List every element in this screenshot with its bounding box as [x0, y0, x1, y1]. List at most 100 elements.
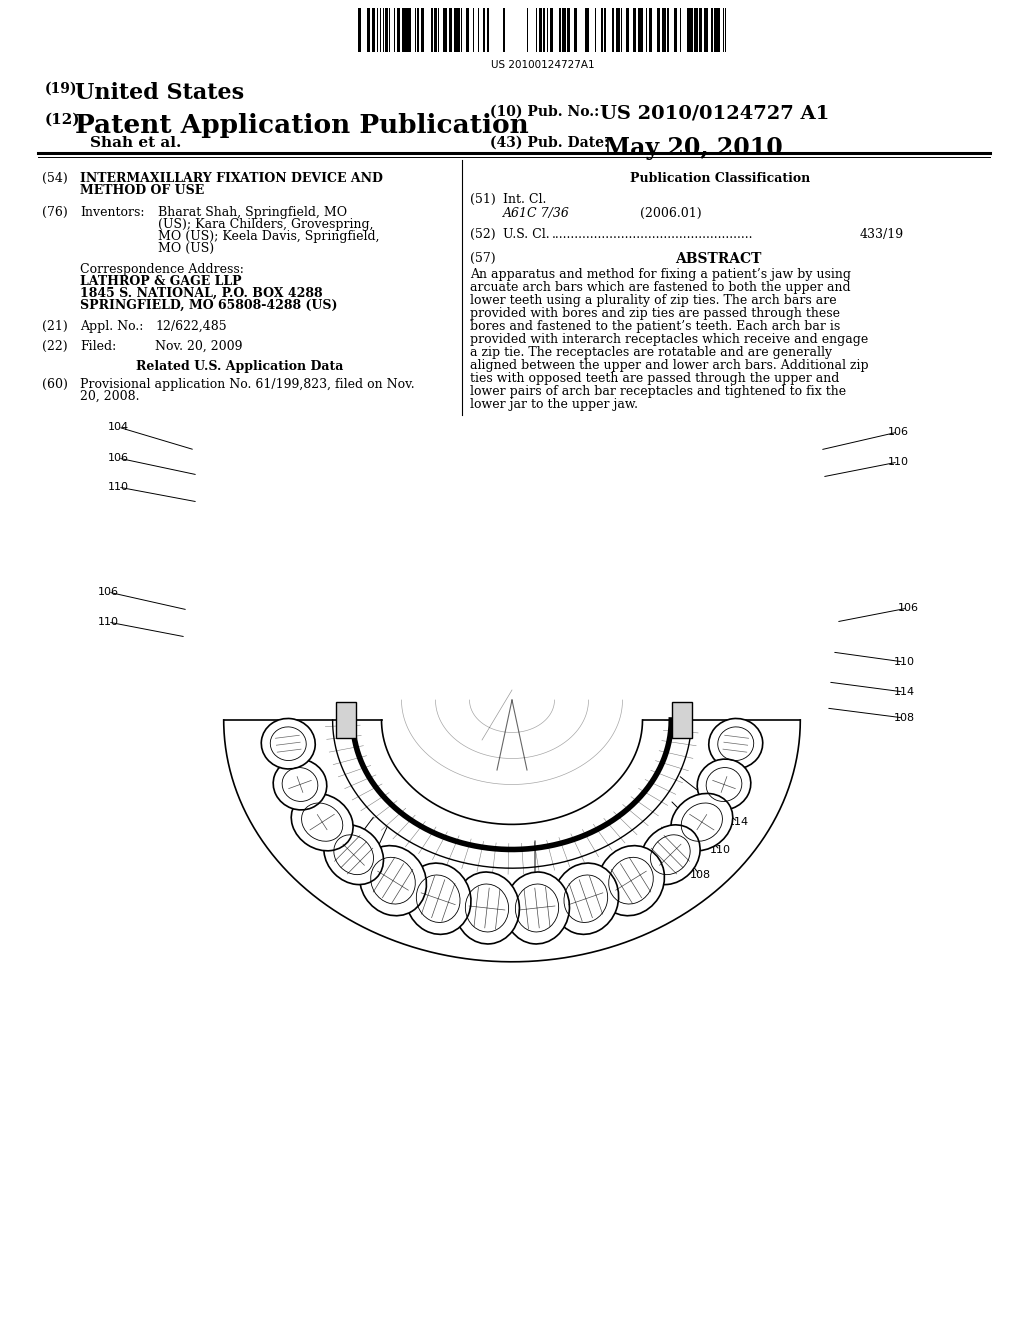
Ellipse shape	[273, 759, 327, 810]
Bar	[585, 8, 588, 51]
Text: (54): (54)	[42, 172, 68, 185]
Text: Inventors:: Inventors:	[80, 206, 144, 219]
Text: lower teeth using a plurality of zip ties. The arch bars are: lower teeth using a plurality of zip tie…	[470, 294, 837, 308]
Text: 104: 104	[108, 422, 129, 432]
Text: United States: United States	[75, 82, 244, 104]
Bar	[358, 8, 361, 51]
Ellipse shape	[553, 863, 618, 935]
Text: (12): (12)	[45, 114, 81, 127]
Bar	[567, 8, 570, 51]
Text: SPRINGFIELD, MO 65808-4288 (US): SPRINGFIELD, MO 65808-4288 (US)	[80, 300, 338, 312]
Text: Nov. 20, 2009: Nov. 20, 2009	[155, 341, 243, 352]
Text: bores and fastened to the patient’s teeth. Each arch bar is: bores and fastened to the patient’s teet…	[470, 319, 841, 333]
Bar	[626, 8, 629, 51]
Text: 106: 106	[108, 453, 128, 463]
Bar	[449, 8, 452, 51]
Text: (52): (52)	[470, 228, 496, 242]
Text: 108: 108	[354, 870, 376, 880]
Text: 106: 106	[97, 587, 119, 597]
Bar	[604, 8, 606, 51]
Ellipse shape	[671, 793, 733, 851]
Text: ....................................................: ........................................…	[552, 228, 754, 242]
Text: 122: 122	[524, 875, 546, 884]
Ellipse shape	[598, 846, 665, 916]
Ellipse shape	[697, 759, 751, 810]
Text: a zip tie. The receptacles are rotatable and are generally: a zip tie. The receptacles are rotatable…	[470, 346, 833, 359]
Bar	[694, 8, 697, 51]
Text: 110: 110	[894, 657, 914, 667]
Text: 114: 114	[893, 686, 914, 697]
Bar	[421, 8, 424, 51]
Text: Bharat Shah, Springfield, MO: Bharat Shah, Springfield, MO	[158, 206, 347, 219]
Bar	[466, 8, 469, 51]
Ellipse shape	[359, 846, 426, 916]
Text: (57): (57)	[470, 252, 496, 265]
Text: Appl. No.:: Appl. No.:	[80, 319, 143, 333]
Text: lower jar to the upper jaw.: lower jar to the upper jaw.	[470, 399, 638, 411]
Ellipse shape	[291, 793, 353, 851]
Text: Provisional application No. 61/199,823, filed on Nov.: Provisional application No. 61/199,823, …	[80, 378, 415, 391]
Text: US 2010/0124727 A1: US 2010/0124727 A1	[600, 106, 829, 123]
Text: INTERMAXILLARY FIXATION DEVICE AND: INTERMAXILLARY FIXATION DEVICE AND	[80, 172, 383, 185]
Text: 12/622,485: 12/622,485	[155, 319, 226, 333]
Bar	[711, 8, 713, 51]
Bar	[667, 8, 669, 51]
Text: U.S. Cl.: U.S. Cl.	[503, 228, 550, 242]
Ellipse shape	[261, 718, 315, 770]
Bar	[487, 8, 489, 51]
Bar	[407, 8, 409, 51]
Text: US 20100124727A1: US 20100124727A1	[492, 59, 595, 70]
Bar	[640, 8, 643, 51]
Text: (22): (22)	[42, 341, 68, 352]
Bar	[673, 702, 692, 738]
Text: Publication Classification: Publication Classification	[630, 172, 810, 185]
Ellipse shape	[709, 718, 763, 770]
Bar	[443, 8, 446, 51]
Bar	[674, 8, 677, 51]
Bar	[397, 8, 399, 51]
Bar	[633, 8, 636, 51]
Bar	[657, 8, 660, 51]
Bar	[454, 8, 457, 51]
Bar	[574, 8, 577, 51]
Text: 20, 2008.: 20, 2008.	[80, 389, 139, 403]
Ellipse shape	[455, 873, 519, 944]
Text: METHOD OF USE: METHOD OF USE	[80, 183, 204, 197]
Text: ABSTRACT: ABSTRACT	[675, 252, 761, 267]
Text: arcuate arch bars which are fastened to both the upper and: arcuate arch bars which are fastened to …	[470, 281, 851, 294]
Text: A61C 7/36: A61C 7/36	[503, 207, 570, 220]
Bar	[457, 8, 460, 51]
Bar	[601, 8, 603, 51]
Bar	[402, 8, 404, 51]
Text: 114: 114	[727, 817, 749, 828]
Text: Shah et al.: Shah et al.	[90, 136, 181, 150]
Text: provided with interarch receptacles which receive and engage: provided with interarch receptacles whic…	[470, 333, 868, 346]
Text: (51): (51)	[470, 193, 496, 206]
Text: Related U.S. Application Data: Related U.S. Application Data	[136, 360, 344, 374]
Text: (19): (19)	[45, 82, 78, 96]
Text: (10) Pub. No.:: (10) Pub. No.:	[490, 106, 599, 119]
Text: (21): (21)	[42, 319, 68, 333]
Text: lower pairs of arch bar receptacles and tightened to fix the: lower pairs of arch bar receptacles and …	[470, 385, 846, 399]
Text: (US); Kara Childers, Grovespring,: (US); Kara Childers, Grovespring,	[158, 218, 374, 231]
Text: 1845 S. NATIONAL, P.O. BOX 4288: 1845 S. NATIONAL, P.O. BOX 4288	[80, 286, 323, 300]
Bar	[373, 8, 375, 51]
Bar	[612, 8, 614, 51]
Text: Correspondence Address:: Correspondence Address:	[80, 263, 244, 276]
Text: LATHROP & GAGE LLP: LATHROP & GAGE LLP	[80, 275, 242, 288]
Bar	[649, 8, 652, 51]
Ellipse shape	[505, 873, 569, 944]
Ellipse shape	[641, 825, 700, 884]
Text: provided with bores and zip ties are passed through these: provided with bores and zip ties are pas…	[470, 308, 840, 319]
Bar	[559, 8, 561, 51]
Bar	[404, 8, 407, 51]
Ellipse shape	[406, 863, 471, 935]
Text: Filed:: Filed:	[80, 341, 117, 352]
Bar	[690, 8, 693, 51]
Bar	[714, 8, 717, 51]
Text: 110: 110	[888, 457, 908, 467]
Text: 110: 110	[97, 616, 119, 627]
Bar	[503, 8, 505, 51]
Text: 110: 110	[108, 482, 128, 492]
Bar	[539, 8, 542, 51]
